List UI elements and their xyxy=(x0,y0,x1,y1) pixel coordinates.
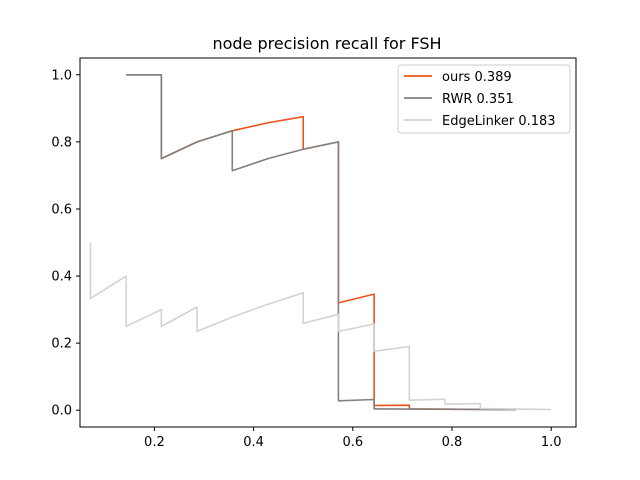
series-line-2 xyxy=(126,73,516,411)
x-tick-label: 1.0 xyxy=(541,435,562,450)
series-line-3 xyxy=(89,242,552,411)
y-tick-label: 0.2 xyxy=(51,337,72,352)
legend-label: RWR 0.351 xyxy=(442,92,514,107)
x-tick-label: 0.6 xyxy=(342,435,363,450)
x-tick-label: 0.2 xyxy=(144,435,165,450)
y-tick-label: 1.0 xyxy=(51,68,72,83)
legend-label: EdgeLinker 0.183 xyxy=(442,114,556,129)
axes-frame xyxy=(79,57,577,428)
x-tick-label: 0.4 xyxy=(243,435,264,450)
y-tick-label: 0.6 xyxy=(51,202,72,217)
y-tick-label: 0.0 xyxy=(51,404,72,419)
y-tick-label: 0.4 xyxy=(51,270,72,285)
plot-area: 0.2 0.4 0.6 0.8 1.0 0.0 0.2 0.4 0.6 0.8 1.0 xyxy=(51,57,577,450)
y-tick-label: 0.8 xyxy=(51,135,72,150)
legend-label: ours 0.389 xyxy=(442,70,512,85)
x-tick-label: 0.8 xyxy=(442,435,463,450)
chart-title: node precision recall for FSH xyxy=(212,34,441,53)
legend-box xyxy=(397,64,571,134)
legend: ours 0.389 RWR 0.351 EdgeLinker 0.183 xyxy=(397,64,571,134)
